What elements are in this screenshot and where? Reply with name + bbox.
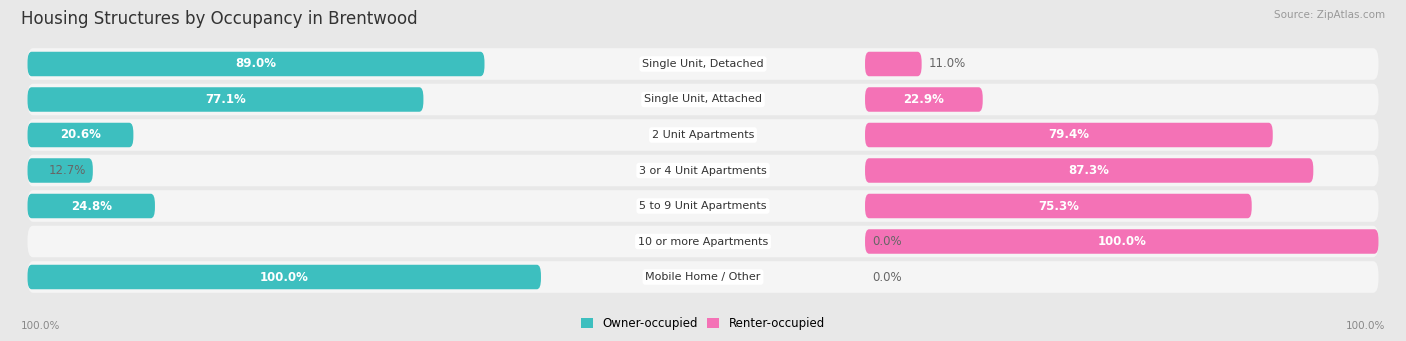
FancyBboxPatch shape bbox=[28, 52, 485, 76]
Text: 100.0%: 100.0% bbox=[1097, 235, 1146, 248]
Text: Source: ZipAtlas.com: Source: ZipAtlas.com bbox=[1274, 10, 1385, 20]
FancyBboxPatch shape bbox=[28, 261, 1378, 293]
FancyBboxPatch shape bbox=[28, 48, 1378, 80]
Text: 0.0%: 0.0% bbox=[872, 270, 901, 283]
Text: 0.0%: 0.0% bbox=[872, 235, 901, 248]
FancyBboxPatch shape bbox=[28, 226, 1378, 257]
Text: 5 to 9 Unit Apartments: 5 to 9 Unit Apartments bbox=[640, 201, 766, 211]
Text: 87.3%: 87.3% bbox=[1069, 164, 1109, 177]
FancyBboxPatch shape bbox=[865, 52, 922, 76]
FancyBboxPatch shape bbox=[865, 158, 1313, 183]
Text: 10 or more Apartments: 10 or more Apartments bbox=[638, 237, 768, 247]
FancyBboxPatch shape bbox=[865, 194, 1251, 218]
FancyBboxPatch shape bbox=[28, 190, 1378, 222]
FancyBboxPatch shape bbox=[865, 123, 1272, 147]
Text: 77.1%: 77.1% bbox=[205, 93, 246, 106]
FancyBboxPatch shape bbox=[28, 155, 1378, 186]
Text: 100.0%: 100.0% bbox=[260, 270, 309, 283]
Text: 22.9%: 22.9% bbox=[904, 93, 945, 106]
FancyBboxPatch shape bbox=[28, 84, 1378, 115]
FancyBboxPatch shape bbox=[28, 87, 423, 112]
FancyBboxPatch shape bbox=[865, 87, 983, 112]
Text: 75.3%: 75.3% bbox=[1038, 199, 1078, 212]
Text: Single Unit, Attached: Single Unit, Attached bbox=[644, 94, 762, 104]
FancyBboxPatch shape bbox=[28, 119, 1378, 151]
Text: 2 Unit Apartments: 2 Unit Apartments bbox=[652, 130, 754, 140]
Text: Mobile Home / Other: Mobile Home / Other bbox=[645, 272, 761, 282]
Text: 12.7%: 12.7% bbox=[49, 164, 86, 177]
Text: 100.0%: 100.0% bbox=[1346, 321, 1385, 331]
Text: 11.0%: 11.0% bbox=[928, 58, 966, 71]
Text: 3 or 4 Unit Apartments: 3 or 4 Unit Apartments bbox=[640, 165, 766, 176]
Text: 100.0%: 100.0% bbox=[21, 321, 60, 331]
Text: Single Unit, Detached: Single Unit, Detached bbox=[643, 59, 763, 69]
Text: 20.6%: 20.6% bbox=[60, 129, 101, 142]
FancyBboxPatch shape bbox=[28, 194, 155, 218]
Text: 89.0%: 89.0% bbox=[235, 58, 277, 71]
Legend: Owner-occupied, Renter-occupied: Owner-occupied, Renter-occupied bbox=[576, 313, 830, 335]
FancyBboxPatch shape bbox=[865, 229, 1378, 254]
Text: Housing Structures by Occupancy in Brentwood: Housing Structures by Occupancy in Brent… bbox=[21, 10, 418, 28]
FancyBboxPatch shape bbox=[28, 123, 134, 147]
FancyBboxPatch shape bbox=[28, 158, 93, 183]
Text: 24.8%: 24.8% bbox=[70, 199, 111, 212]
FancyBboxPatch shape bbox=[28, 265, 541, 289]
Text: 79.4%: 79.4% bbox=[1049, 129, 1090, 142]
